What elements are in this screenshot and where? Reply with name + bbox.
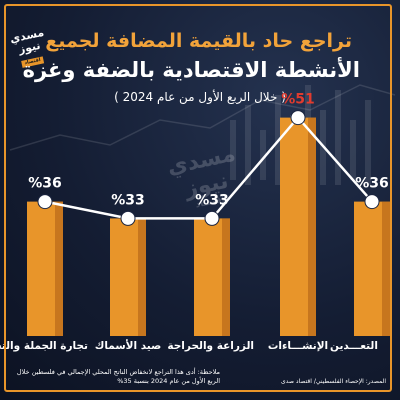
title-line-1: تراجع حاد بالقيمة المضافة لجميع [45,30,352,52]
point-marker-3 [290,110,306,126]
category-label-2: الزراعة والحراجة [167,340,254,352]
bar-4 [354,201,390,336]
data-label-0: %36 [28,176,62,192]
bar-3 [280,117,316,336]
data-label-3: %51 [281,92,315,108]
source: المصدر: الإحصاء الفلسطيني/ اقتصاد صدى [281,378,386,385]
data-label-1: %33 [111,192,145,208]
category-label-4: التعـــدين [330,340,378,352]
bar-2 [194,218,230,336]
category-label-3: الإنشـــاءات [267,340,329,352]
category-label-0: تجارة الجملة والتجزئة [0,340,88,352]
point-marker-4 [364,194,380,210]
subtitle: ( خلال الربع الأول من عام 2024 ) [114,90,286,104]
point-marker-1 [120,210,136,226]
category-label-1: صيد الأسماك [94,340,162,352]
footnote: ملاحظة: أدى هذا التراجع لانخفاض الناتج ا… [16,368,220,385]
data-label-4: %36 [355,176,389,192]
point-marker-0 [37,194,53,210]
bar-0 [27,201,63,336]
point-marker-2 [204,210,220,226]
title-line-2: الأنشطة الاقتصادية بالضفة وغزة [22,58,360,82]
bar-1 [110,218,146,336]
data-label-2: %33 [195,192,229,208]
